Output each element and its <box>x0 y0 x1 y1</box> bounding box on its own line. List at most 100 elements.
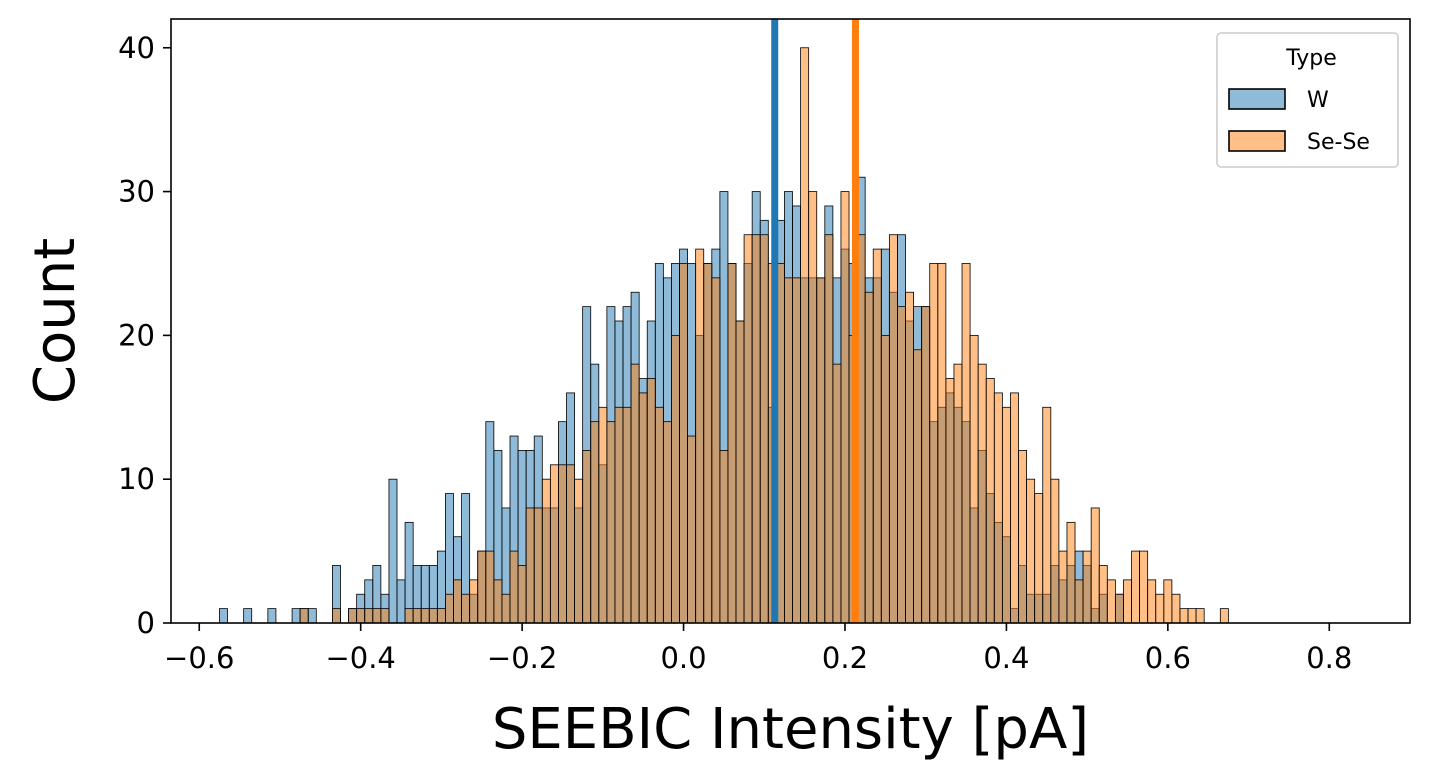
bar-se-se <box>574 478 584 624</box>
bar-se-se <box>913 349 923 624</box>
bar-w <box>388 478 398 624</box>
bar-w <box>243 608 253 624</box>
mean-lines <box>771 19 859 623</box>
y-tick-label: 30 <box>118 175 155 209</box>
bar-se-se <box>533 507 543 624</box>
bar-se-se <box>695 248 705 624</box>
x-tick-label: 0.6 <box>1145 641 1191 675</box>
y-axis: 0 10 20 30 40 <box>118 31 171 640</box>
bar-se-se <box>509 550 519 624</box>
bar-se-se <box>759 234 769 624</box>
legend-swatch <box>1228 130 1286 152</box>
bar-se-se <box>598 406 608 624</box>
bar-se-se <box>501 593 511 624</box>
bar-se-se <box>800 47 810 624</box>
bar-se-se <box>832 363 842 624</box>
bar-se-se <box>1050 478 1060 624</box>
bar-se-se <box>453 579 462 624</box>
bar-se-se <box>525 507 535 624</box>
bar-se-se <box>993 392 1003 624</box>
bar-se-se <box>1131 550 1140 624</box>
bar-se-se <box>824 234 834 624</box>
bar-w <box>404 521 414 624</box>
bar-se-se <box>646 378 656 624</box>
bar-se-se <box>622 406 632 624</box>
bar-se-se <box>921 306 931 624</box>
bar-se-se <box>461 593 471 624</box>
x-tick-label: 0.4 <box>983 641 1029 675</box>
bar-se-se <box>1074 579 1084 624</box>
y-tick-label: 10 <box>118 462 155 496</box>
x-tick-label: 0.8 <box>1306 641 1352 675</box>
bar-se-se <box>961 263 971 624</box>
bar-se-se <box>687 435 697 624</box>
legend-title: Type <box>1285 46 1337 71</box>
bar-se-se <box>711 277 721 624</box>
bar-se-se <box>332 608 341 624</box>
plot-frame <box>170 18 1411 624</box>
bar-se-se <box>662 421 672 624</box>
bar-se-se <box>953 363 963 624</box>
bar-se-se <box>638 392 648 624</box>
bar-se-se <box>977 363 987 624</box>
bar-se-se <box>945 378 955 624</box>
bar-se-se <box>436 608 446 624</box>
bar-se-se <box>404 608 414 624</box>
bar-w <box>219 608 228 624</box>
bar-se-se <box>485 550 495 624</box>
y-axis-title: Count <box>23 238 88 404</box>
bar-se-se <box>897 306 906 624</box>
bar-se-se <box>1195 608 1205 624</box>
x-tick-label: −0.6 <box>164 641 234 675</box>
bar-se-se <box>735 320 745 624</box>
bar-se-se <box>356 608 366 624</box>
bar-se-se <box>808 191 818 624</box>
x-axis: −0.6 −0.4 −0.2 0.0 0.2 0.4 0.6 0.8 <box>164 623 1352 675</box>
bar-se-se <box>582 450 592 624</box>
bar-se-se <box>541 478 551 624</box>
bar-se-se <box>299 608 309 624</box>
bar-se-se <box>380 608 390 624</box>
bar-se-se <box>816 277 826 624</box>
bar-se-se <box>566 464 575 624</box>
y-tick-label: 20 <box>118 318 155 352</box>
bar-se-se <box>412 608 422 624</box>
bar-se-se <box>477 550 487 624</box>
bar-se-se <box>493 579 503 624</box>
bar-se-se <box>719 450 729 624</box>
bar-se-se <box>654 406 664 624</box>
bar-se-se <box>614 406 624 624</box>
bar-se-se <box>792 277 801 624</box>
bar-w <box>307 608 317 624</box>
x-tick-label: 0.0 <box>660 641 706 675</box>
bar-se-se <box>1155 593 1165 624</box>
bar-se-se <box>1171 593 1181 624</box>
bar-se-se <box>864 291 874 624</box>
bar-se-se <box>1018 450 1027 624</box>
legend-swatch <box>1228 88 1286 110</box>
bar-se-se <box>929 263 939 624</box>
bar-w <box>291 608 301 624</box>
bar-se-se <box>969 334 979 624</box>
x-tick-label: 0.2 <box>822 641 868 675</box>
bar-se-se <box>549 464 559 624</box>
bar-se-se <box>1010 392 1019 624</box>
bar-se-se <box>1001 406 1011 624</box>
bar-se-se <box>840 191 850 624</box>
bar-se-se <box>703 263 713 624</box>
bar-se-se <box>630 363 640 624</box>
bar-se-se <box>1090 507 1100 624</box>
bar-se-se <box>937 263 947 624</box>
bar-se-se <box>372 608 382 624</box>
bar-se-se <box>1123 579 1132 624</box>
bar-se-se <box>1034 493 1044 624</box>
y-tick-label: 0 <box>137 606 155 640</box>
legend-label: Se-Se <box>1307 130 1370 155</box>
bar-se-se <box>1147 579 1157 624</box>
bar-se-se <box>1114 593 1124 624</box>
bar-se-se <box>445 593 454 624</box>
bar-se-se <box>348 608 358 624</box>
bar-se-se <box>985 378 995 624</box>
bar-se-se <box>364 608 374 624</box>
bar-se-se <box>558 464 567 624</box>
